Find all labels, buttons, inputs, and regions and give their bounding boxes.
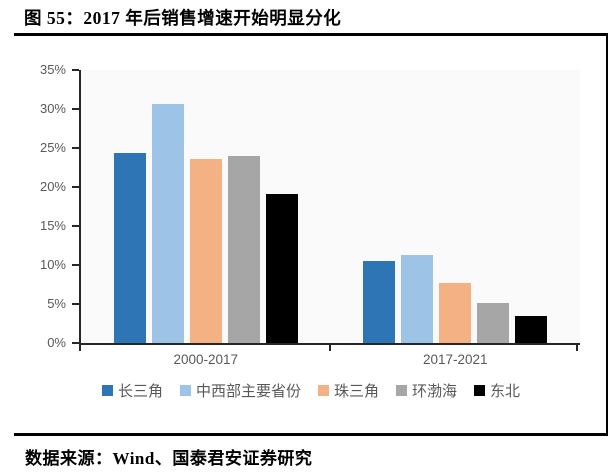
bar [227,156,260,343]
bar [151,104,184,343]
y-axis-tick [72,108,79,110]
y-axis-label: 35% [39,62,66,77]
y-axis-tick [72,342,79,344]
legend-item: 珠三角 [317,380,379,401]
y-axis-tick [72,225,79,227]
legend-swatch [474,385,486,396]
bar [515,316,548,343]
y-axis-label: 30% [39,101,66,116]
y-axis-ticks [72,69,79,345]
bar [113,153,146,343]
x-axis-tick [576,345,578,351]
x-axis-tick [329,345,331,351]
source-text: 数据来源：Wind、国泰君安证券研究 [25,449,313,468]
legend-swatch [396,385,407,396]
y-axis-tick [72,303,79,305]
figure-title: 图 55：2017 年后销售增速开始明显分化 [24,8,342,28]
plot-area [79,70,580,345]
bar [363,261,396,343]
legend-label: 环渤海 [412,383,458,400]
legend: 长三角 中西部主要省份 珠三角 环渤海 东北 [14,380,608,401]
legend-item: 中西部主要省份 [179,380,301,401]
x-axis-tick [79,345,81,351]
legend-swatch [101,385,113,396]
legend-swatch [317,385,329,396]
legend-item: 环渤海 [396,380,457,401]
x-axis-labels: 2000-2017 2017-2021 [81,352,580,367]
bar [439,283,472,343]
chart-frame [14,33,608,436]
y-axis-tick [72,147,79,149]
y-axis-label: 0% [47,335,66,350]
y-axis-labels: 0% 5% 10% 15% 20% 25% 30% 35% [6,62,66,350]
category-label: 2017-2021 [422,352,488,367]
legend-swatch [179,385,191,396]
bar [265,194,298,343]
y-axis-label: 25% [39,140,66,155]
bar [189,159,222,343]
legend-label: 长三角 [117,383,163,400]
y-axis-label: 15% [39,218,66,233]
y-axis-label: 10% [39,257,66,272]
category-label: 2000-2017 [173,352,239,367]
y-axis-label: 20% [39,179,66,194]
y-axis-tick [72,186,79,188]
legend-label: 东北 [490,383,521,400]
legend-item: 长三角 [101,380,163,401]
legend-label: 中西部主要省份 [195,383,301,400]
y-axis-tick [72,69,79,71]
y-axis-label: 5% [47,296,66,311]
y-axis-tick [72,264,79,266]
bar [477,303,510,343]
legend-label: 珠三角 [333,383,379,400]
legend-item: 东北 [474,380,520,401]
bar [401,255,434,343]
x-axis-ticks [79,345,580,351]
